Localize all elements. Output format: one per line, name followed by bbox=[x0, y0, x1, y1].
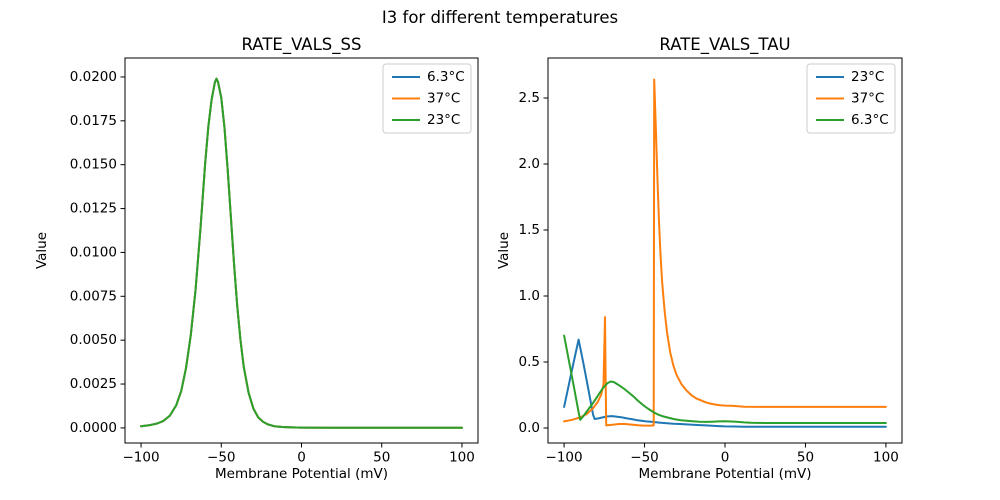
legend-label: 6.3°C bbox=[427, 69, 465, 85]
y-tick-label: 0.0175 bbox=[70, 113, 117, 129]
series-line-23°C bbox=[140, 77, 463, 429]
x-tick-label: 50 bbox=[373, 450, 390, 466]
x-tick-label: −50 bbox=[207, 450, 236, 466]
legend-label: 37°C bbox=[851, 91, 884, 107]
y-axis-label: Value bbox=[496, 232, 512, 269]
x-axis-label: Membrane Potential (mV) bbox=[215, 466, 388, 482]
y-tick-label: 0.5 bbox=[519, 354, 540, 370]
series-line-37°C bbox=[563, 78, 887, 427]
legend-label: 23°C bbox=[427, 112, 460, 128]
y-tick-label: 0.0150 bbox=[70, 157, 117, 173]
x-axis-label: Membrane Potential (mV) bbox=[638, 466, 811, 482]
x-tick-label: 100 bbox=[873, 450, 899, 466]
y-tick-label: 0.0200 bbox=[70, 69, 117, 85]
x-tick-label: −100 bbox=[122, 450, 159, 466]
y-tick-label: 0.0050 bbox=[70, 332, 117, 348]
x-tick-label: 0 bbox=[721, 450, 730, 466]
subplot-title: RATE_VALS_SS bbox=[242, 35, 362, 55]
x-tick-label: 100 bbox=[449, 450, 475, 466]
series-line-6.3°C bbox=[563, 334, 887, 424]
legend-label: 6.3°C bbox=[851, 112, 889, 128]
y-tick-label: 0.0000 bbox=[70, 420, 117, 436]
legend-box bbox=[806, 63, 896, 134]
figure-suptitle: I3 for different temperatures bbox=[381, 8, 619, 27]
x-tick-label: −50 bbox=[630, 450, 659, 466]
x-tick-label: 0 bbox=[297, 450, 306, 466]
legend-box bbox=[382, 63, 472, 134]
subplot-2: −100 −50 0 50 100 0.0 0.5 1.0 1.5 2.0 2.5 RATE_VALS… bbox=[496, 35, 903, 482]
y-tick-label: 0.0125 bbox=[70, 201, 117, 217]
y-tick-label: 2.5 bbox=[519, 90, 540, 106]
subplot-1: −100 −50 0 50 100 0.0000 0.0025 0.0050 0.0075 0.0… bbox=[34, 35, 479, 482]
y-tick-label: 1.5 bbox=[519, 222, 540, 238]
subplot-title: RATE_VALS_TAU bbox=[659, 35, 790, 55]
x-tick-label: −100 bbox=[546, 450, 583, 466]
axes-frame bbox=[547, 57, 903, 444]
y-axis-label: Value bbox=[34, 232, 50, 269]
y-tick-label: 2.0 bbox=[519, 156, 540, 172]
y-tick-label: 0.0025 bbox=[70, 376, 117, 392]
y-tick-label: 0.0100 bbox=[70, 244, 117, 260]
series-line-23°C bbox=[563, 338, 887, 428]
y-tick-label: 0.0 bbox=[519, 420, 540, 436]
y-tick-label: 0.0075 bbox=[70, 288, 117, 304]
x-tick-label: 50 bbox=[797, 450, 814, 466]
legend-label: 37°C bbox=[427, 91, 460, 107]
legend-label: 23°C bbox=[851, 69, 884, 85]
y-tick-label: 1.0 bbox=[519, 288, 540, 304]
axes-frame bbox=[124, 57, 479, 444]
